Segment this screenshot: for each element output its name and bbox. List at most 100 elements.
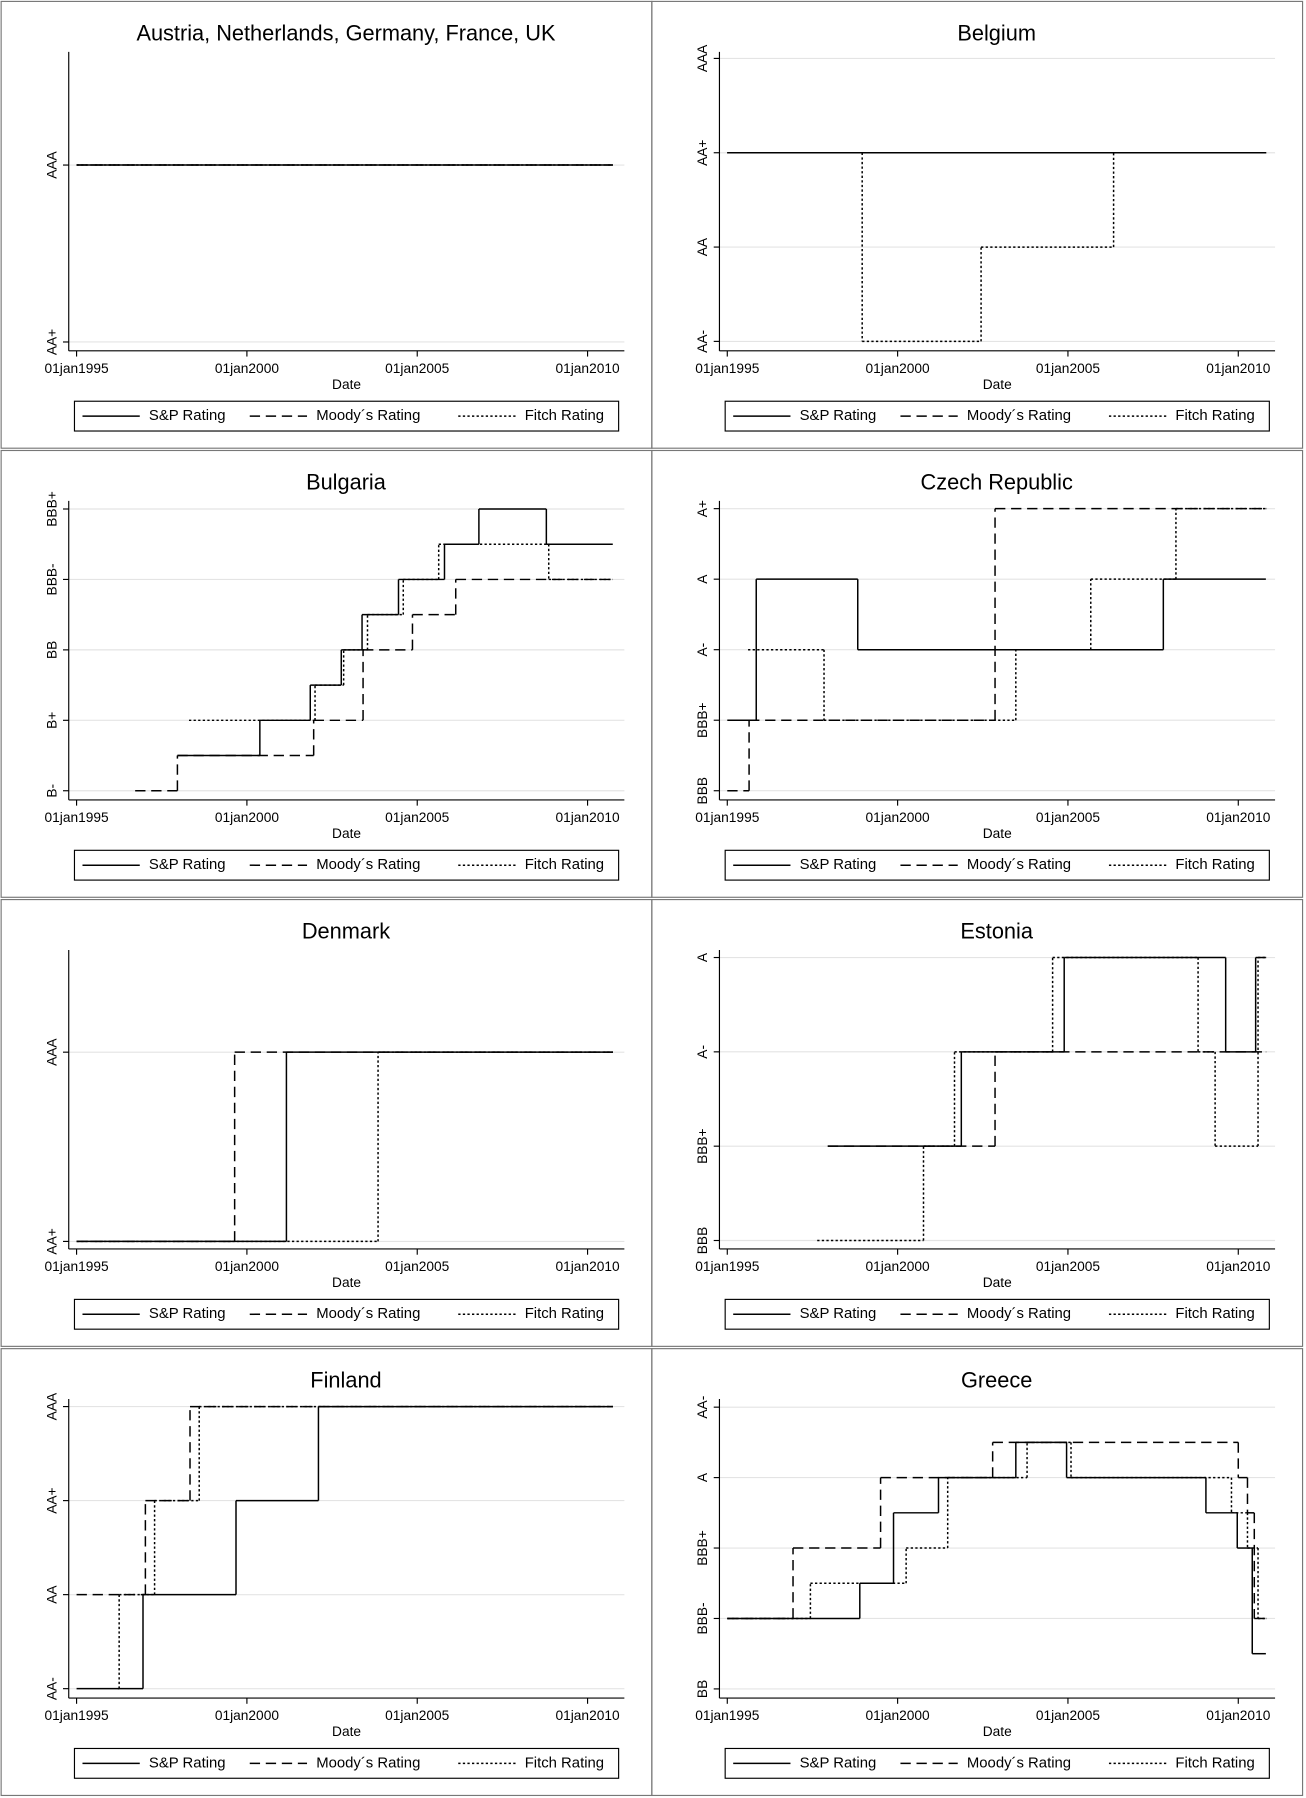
x-axis-label: Date [983, 1275, 1012, 1290]
legend-label: Moody´s Rating [316, 408, 420, 424]
legend-label: S&P Rating [149, 408, 226, 424]
x-tick-label: 01jan1995 [44, 1259, 109, 1274]
legend-label: Moody´s Rating [967, 1755, 1071, 1771]
panel-title: Czech Republic [921, 469, 1073, 494]
series [117, 1405, 613, 1690]
y-tick-label: BBB+ [695, 702, 710, 738]
y-tick-label: AAA [44, 1038, 59, 1066]
legend-box [724, 849, 1270, 881]
series [727, 507, 1266, 792]
panel-border [0, 449, 653, 898]
x-tick-label: 01jan2000 [215, 1259, 280, 1274]
y-tick-label: A [695, 1472, 710, 1482]
legend-box [724, 1747, 1270, 1779]
x-tick-label: 01jan1995 [44, 810, 109, 825]
legend-label: Fitch Rating [525, 1755, 604, 1771]
series [817, 956, 1266, 1242]
y-tick-label: A- [695, 1045, 710, 1059]
legend-label: Fitch Rating [1175, 1306, 1254, 1322]
panel: Finland AA- AA AA+ AAA 01jan1995 01jan2000 01ja… [0, 1348, 653, 1797]
y-tick-label: B- [44, 784, 59, 798]
y-tick-label: BBB+ [44, 491, 59, 527]
y-tick-label: AA+ [44, 329, 59, 355]
y-tick-label: AA+ [44, 1228, 59, 1254]
legend-box [73, 1747, 620, 1779]
x-tick-label: 01jan1995 [695, 361, 760, 376]
legend-label: Moody´s Rating [316, 1306, 420, 1322]
legend-label: S&P Rating [149, 1306, 226, 1322]
y-tick-label: BBB [695, 1227, 710, 1254]
x-axis-label: Date [983, 1724, 1012, 1739]
x-tick-label: 01jan2010 [1206, 1708, 1271, 1723]
y-tick-label: BB [44, 641, 59, 659]
series [748, 507, 1266, 721]
legend-label: Fitch Rating [525, 408, 604, 424]
panel: Denmark AA+ AAA 01jan1995 01jan2000 01jan2005… [0, 899, 653, 1347]
series [76, 1051, 613, 1243]
series [76, 1405, 613, 1690]
panel: Belgium AA- AA AA+ AAA 01jan1995 01jan2000 01ja… [651, 0, 1304, 449]
legend-label: Moody´s Rating [316, 857, 420, 873]
legend-label: Fitch Rating [1175, 1755, 1254, 1771]
panel: Bulgaria B- B+ BB BBB- BBB+ 01jan1995 01jan2000… [0, 449, 653, 898]
panel-title: Greece [961, 1368, 1032, 1393]
y-tick-label: BBB- [695, 1602, 710, 1634]
x-axis-label: Date [332, 377, 361, 392]
x-axis-label: Date [332, 1275, 361, 1290]
series [76, 1051, 613, 1243]
x-tick-label: 01jan2005 [1036, 1708, 1101, 1723]
x-axis-label: Date [332, 826, 361, 841]
x-tick-label: 01jan1995 [44, 1708, 109, 1723]
series [177, 508, 613, 757]
x-tick-label: 01jan2010 [555, 1259, 620, 1274]
x-tick-label: 01jan2005 [1036, 1259, 1101, 1274]
x-tick-label: 01jan2000 [866, 361, 931, 376]
panel-border [651, 899, 1304, 1347]
x-axis-label: Date [332, 1724, 361, 1739]
legend-label: Fitch Rating [1175, 857, 1254, 873]
legend-label: S&P Rating [800, 1755, 877, 1771]
series [135, 578, 613, 792]
panel-title: Bulgaria [306, 469, 387, 494]
legend-box [73, 400, 620, 432]
x-tick-label: 01jan2010 [1206, 1259, 1271, 1274]
x-tick-label: 01jan2000 [215, 361, 280, 376]
y-tick-label: AA- [695, 1396, 710, 1419]
y-tick-label: AA [695, 237, 710, 256]
legend-label: S&P Rating [149, 857, 226, 873]
y-tick-label: AAA [44, 1392, 59, 1420]
legend-box [724, 400, 1270, 432]
legend-box [724, 1298, 1270, 1330]
x-tick-label: 01jan2000 [866, 1259, 931, 1274]
y-tick-label: A- [695, 643, 710, 657]
legend-label: Moody´s Rating [967, 408, 1071, 424]
x-tick-label: 01jan2010 [555, 1708, 620, 1723]
legend-label: Fitch Rating [525, 1306, 604, 1322]
x-tick-label: 01jan2010 [555, 810, 620, 825]
panel: Greece BB BBB- BBB+ A AA- 01jan1995 01jan2000 01… [651, 1348, 1304, 1797]
y-tick-label: BBB [695, 777, 710, 804]
y-tick-label: AAA [44, 150, 59, 178]
y-tick-label: BB [695, 1680, 710, 1698]
legend-box [73, 849, 620, 881]
y-tick-label: BBB+ [695, 1128, 710, 1164]
y-tick-label: A [695, 574, 710, 584]
legend-label: S&P Rating [149, 1755, 226, 1771]
panel-title: Denmark [302, 919, 390, 944]
legend-label: S&P Rating [800, 408, 877, 424]
y-tick-label: AA [44, 1585, 59, 1604]
panel-border [651, 0, 1304, 449]
y-tick-label: AAA [695, 44, 710, 72]
panel-border [0, 899, 653, 1347]
y-tick-label: A+ [695, 500, 710, 517]
panel-title: Austria, Netherlands, Germany, France, U… [136, 20, 556, 45]
panel-title: Belgium [957, 20, 1036, 45]
series [188, 543, 613, 722]
legend-label: Moody´s Rating [316, 1755, 420, 1771]
y-tick-label: A [695, 952, 710, 962]
x-tick-label: 01jan2005 [385, 361, 450, 376]
x-tick-label: 01jan2005 [385, 1708, 450, 1723]
y-tick-label: AA- [44, 1677, 59, 1700]
x-tick-label: 01jan1995 [695, 1259, 760, 1274]
